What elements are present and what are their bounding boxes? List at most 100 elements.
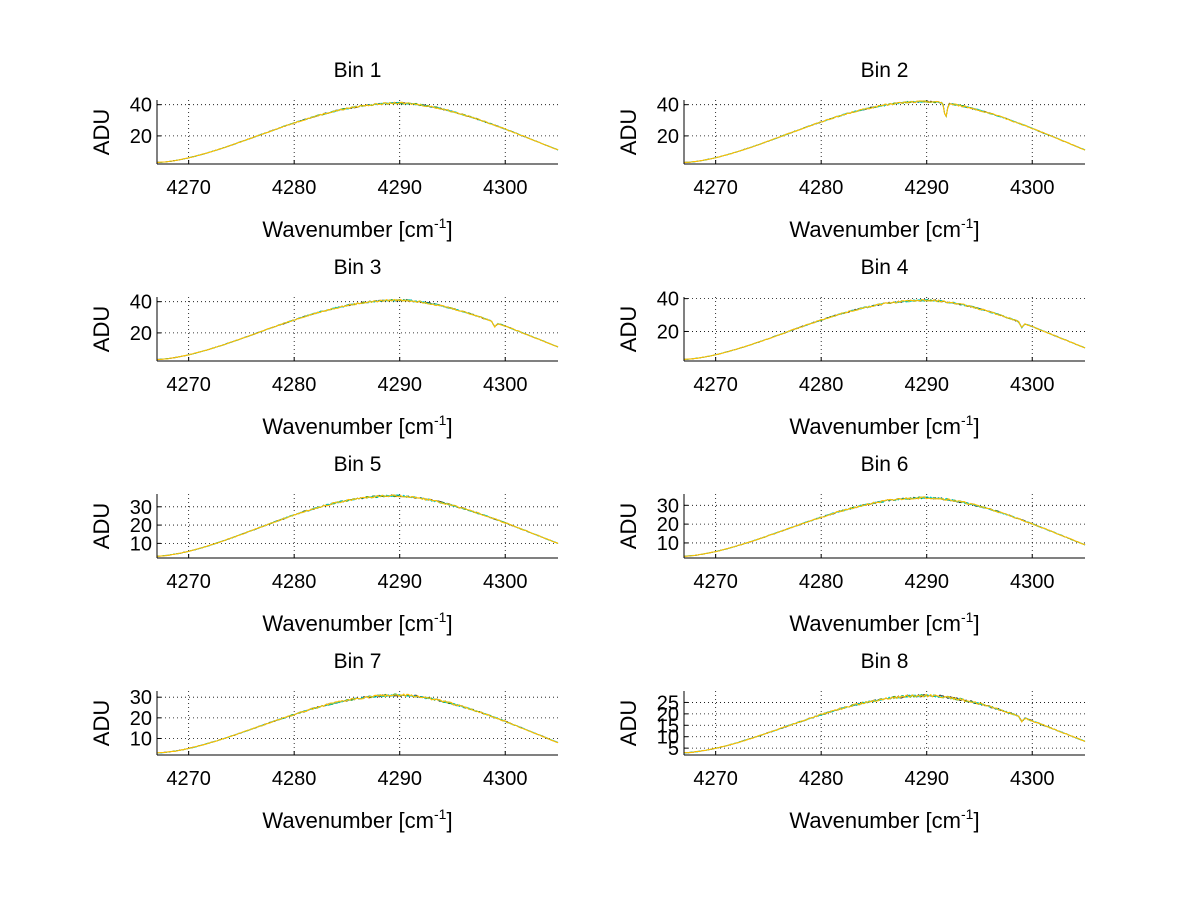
y-axis-label: ADU [616,503,641,549]
spectrum-series-3 [683,496,1086,557]
spectrum-series-2 [683,100,1086,163]
y-tick-label: 10 [657,533,679,555]
y-tick-label: 10 [130,533,152,555]
x-tick-label: 4300 [483,177,528,199]
x-tick-label: 4300 [1010,374,1055,396]
x-tick-label: 4280 [272,768,317,790]
y-tick-label: 20 [657,126,679,148]
x-tick-label: 4300 [483,571,528,593]
x-axis-label: Wavenumber [cm-1] [789,806,979,833]
y-tick-label: 40 [657,95,679,117]
spectrum-series-2 [156,693,559,754]
y-tick-label: 30 [657,495,679,517]
spectrum-series-1 [156,298,559,360]
spectrum-series-4 [156,693,559,754]
panel-title: Bin 1 [334,59,382,82]
x-tick-label: 4290 [904,768,949,790]
y-tick-label: 5 [668,738,679,760]
y-axis-label: ADU [616,109,641,155]
x-tick-label: 4300 [483,768,528,790]
y-axis-label: ADU [89,503,114,549]
x-tick-label: 4290 [904,177,949,199]
spectrum-series-1 [683,496,1086,557]
panel-title: Bin 2 [861,59,909,82]
panel-title: Bin 7 [334,650,382,673]
spectrum-series-3 [683,693,1086,754]
x-tick-label: 4270 [693,571,738,593]
x-axis-label: Wavenumber [cm-1] [789,609,979,636]
y-tick-label: 30 [130,687,152,709]
spectrum-series-4 [684,299,1086,360]
x-tick-label: 4290 [904,374,949,396]
spectrum-series-2 [156,101,559,164]
panel-bin-1: 4270 4280 4290 4300 20 40 Bin 1 ADU Wavenumber [… [89,59,559,242]
panel-bin-4: 4270 4280 4290 4300 20 40 Bin 4 ADU Wavenumber [… [616,256,1086,439]
y-tick-label: 20 [657,514,679,536]
y-tick-label: 15 [657,715,679,737]
x-axis-label: Wavenumber [cm-1] [789,215,979,242]
y-tick-label: 40 [130,292,152,314]
x-tick-label: 4290 [377,571,422,593]
x-tick-label: 4290 [377,177,422,199]
spectrum-series-4 [683,496,1086,557]
spectrum-series-1 [156,101,559,163]
x-axis-label: Wavenumber [cm-1] [789,412,979,439]
spectrum-series-1 [683,693,1086,754]
y-axis-label: ADU [616,700,641,746]
y-tick-label: 40 [130,95,152,117]
y-tick-label: 10 [657,727,679,749]
spectrum-series-2 [683,693,1086,754]
x-axis-label: Wavenumber [cm-1] [262,412,452,439]
x-tick-label: 4290 [904,571,949,593]
y-axis-label: ADU [89,109,114,155]
x-tick-label: 4280 [799,374,844,396]
spectrum-series-3 [156,693,559,754]
x-tick-label: 4280 [799,768,844,790]
spectrum-series-4 [157,101,559,163]
panel-title: Bin 4 [861,256,909,279]
spectrum-series-1 [684,299,1086,360]
spectrum-series-1 [157,694,559,754]
x-tick-label: 4280 [272,571,317,593]
spectrum-series-1 [683,100,1086,164]
spectrum-series-2 [157,298,559,360]
panel-title: Bin 3 [334,256,382,279]
x-tick-label: 4300 [483,374,528,396]
y-tick-label: 20 [130,323,152,345]
spectrum-series-1 [156,494,559,557]
x-tick-label: 4270 [693,374,738,396]
y-tick-label: 20 [130,515,152,537]
x-tick-label: 4290 [377,768,422,790]
spectrum-series-3 [156,299,559,360]
x-axis-label: Wavenumber [cm-1] [262,215,452,242]
x-axis-label: Wavenumber [cm-1] [262,806,452,833]
spectrum-series-4 [683,693,1086,754]
x-tick-label: 4290 [377,374,422,396]
x-tick-label: 4280 [272,374,317,396]
spectrum-series-4 [156,494,559,557]
y-tick-label: 25 [657,692,679,714]
x-tick-label: 4270 [166,768,211,790]
x-tick-label: 4300 [1010,177,1055,199]
spectrum-series-2 [683,299,1086,360]
y-tick-label: 20 [130,708,152,730]
y-tick-label: 30 [130,497,152,519]
x-tick-label: 4270 [693,768,738,790]
spectrum-series-2 [684,496,1086,557]
y-tick-label: 10 [130,728,152,750]
panel-title: Bin 8 [861,650,909,673]
spectrum-series-3 [157,494,559,557]
panel-bin-2: 4270 4280 4290 4300 20 40 Bin 2 ADU Wavenumber [… [616,59,1086,242]
y-tick-label: 20 [130,126,152,148]
y-tick-label: 20 [657,704,679,726]
x-axis-label: Wavenumber [cm-1] [262,609,452,636]
panel-title: Bin 6 [861,453,909,476]
panel-bin-3: 4270 4280 4290 4300 20 40 Bin 3 ADU Wavenumber [… [89,256,559,439]
spectrum-series-3 [684,100,1086,163]
y-axis-label: ADU [89,306,114,352]
